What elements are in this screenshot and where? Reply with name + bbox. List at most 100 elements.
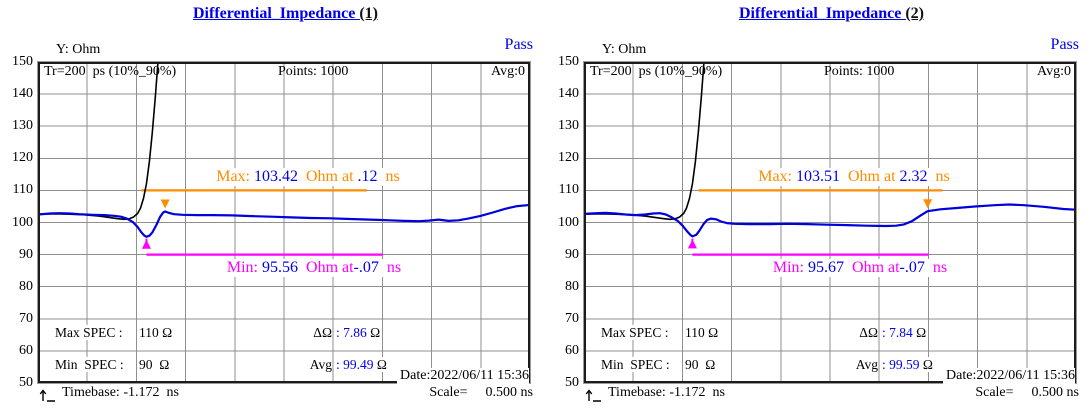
delta-ohm-unit: Ω [912,325,927,340]
delta-ohm-unit: Ω [366,325,381,340]
y-tick-label: 120 [12,150,33,166]
timebase-readout: Timebase: -1.172 ns [608,385,725,400]
panel-title: Differential_Impedance (2) [584,5,1079,23]
delta-ohm-label: ΔΩ [859,325,878,340]
avg-ohm-number: : 99.49 [336,357,374,372]
y-tick-label: 150 [12,54,33,69]
timebase-bar: Timebase: -1.172 ns Scale= 0.500 ns [38,385,533,403]
date-stamp: Date:2022/06/11 15:36 [397,368,529,384]
averaging-readout: Avg:0 [491,64,525,79]
impedance-panel-2: Differential_Impedance (2) Y: Ohm Pass 1… [546,0,1091,414]
y-axis-label: Y: Ohm [56,42,101,57]
y-tick-label: 70 [565,310,579,326]
min-spec-value: 90 Ω [684,357,717,372]
max-spec-label: Max SPEC : [600,325,670,340]
scale-readout: Scale= 0.500 ns [429,385,533,401]
y-tick-label: 110 [12,182,33,198]
points-readout: Points: 1000 [278,64,349,79]
date-stamp: Date:2022/06/11 15:36 [943,368,1075,384]
risetime-readout: Tr=200 ps (10%_90%) [44,64,177,79]
waveform-canvas [584,62,1076,383]
y-tick-label: 90 [19,246,33,262]
max-annotation-time: 2.32 [899,168,928,185]
y-tick-label: 130 [558,118,579,134]
scale-value: 0.500 ns [1031,385,1079,400]
y-tick-label: 110 [558,182,579,198]
min-annotation-time: -.07 [899,259,925,276]
y-tick-label: 50 [565,375,579,390]
panel-title-text: Differential_Impedance [193,5,360,22]
y-tick-label: 100 [12,214,33,230]
scale-value: 0.500 ns [485,385,533,400]
y-tick-label: 80 [19,278,33,294]
delta-ohm-number: : 7.86 [336,325,367,340]
min-annotation-unit: ns [924,259,948,276]
avg-ohm-value: : 99.59 Ω [881,357,934,372]
plot-area: Tr=200 ps (10%_90%) Points: 1000 Avg:0 M… [38,62,530,384]
points-readout: Points: 1000 [824,64,895,79]
pass-status-badge: Pass [1050,36,1079,53]
y-axis-label: Y: Ohm [602,42,647,57]
pass-status-badge: Pass [504,36,533,53]
timebase-readout: Timebase: -1.172 ns [62,385,179,400]
min-annotation-unit: ns [378,259,402,276]
max-annotation-mid: Ohm at [840,168,900,185]
delta-ohm-number: : 7.84 [882,325,913,340]
panel-title-number: (1) [359,5,378,22]
avg-ohm-label: Avg [855,357,878,372]
max-annotation-value: 103.51 [796,168,840,185]
scale-label: Scale= [429,385,468,400]
max-annotation-unit: ns [927,168,950,185]
y-tick-label: 130 [12,118,33,134]
avg-ohm-label: Avg [309,357,332,372]
y-tick-label: 50 [19,375,33,390]
scale-readout: Scale= 0.500 ns [975,385,1079,401]
plot-area: Tr=200 ps (10%_90%) Points: 1000 Avg:0 M… [584,62,1076,384]
impedance-panel-1: Differential_Impedance (1) Y: Ohm Pass 1… [0,0,545,414]
y-tick-label: 60 [19,342,33,358]
max-annotation-unit: ns [377,168,400,185]
max-spec-value: 110 Ω [684,325,720,340]
delta-ohm-value: : 7.84 Ω [881,325,928,340]
min-annotation-mid: Ohm at [298,259,354,276]
max-annotation: Max: 103.51 Ohm at 2.32 ns [756,168,952,186]
y-tick-label: 140 [558,86,579,102]
min-spec-label: Min SPEC : [54,357,125,372]
min-spec-value: 90 Ω [138,357,171,372]
max-annotation-time: .12 [357,168,378,185]
timebase-bar: Timebase: -1.172 ns Scale= 0.500 ns [584,385,1079,403]
min-spec-label: Min SPEC : [600,357,671,372]
axis-reference-icon [584,387,604,407]
y-tick-label: 70 [19,310,33,326]
y-tick-label: 90 [565,246,579,262]
min-annotation: Min: 95.56 Ohm at-.07 ns [224,259,404,277]
min-annotation-label: Min: [772,259,809,276]
min-annotation-label: Min: [226,259,263,276]
min-annotation-value: 95.67 [808,259,845,276]
max-annotation: Max: 103.42 Ohm at .12 ns [214,168,402,186]
averaging-readout: Avg:0 [1037,64,1071,79]
panel-title: Differential_Impedance (1) [38,5,533,23]
max-annotation-mid: Ohm at [298,168,358,185]
y-tick-label: 80 [565,278,579,294]
avg-ohm-number: : 99.59 [882,357,920,372]
max-annotation-label: Max: [758,168,796,185]
risetime-readout: Tr=200 ps (10%_90%) [590,64,723,79]
waveform-canvas [38,62,530,383]
delta-ohm-value: : 7.86 Ω [335,325,382,340]
y-tick-label: 120 [558,150,579,166]
y-tick-label: 140 [12,86,33,102]
max-annotation-label: Max: [216,168,254,185]
y-tick-label: 150 [558,54,579,69]
max-spec-value: 110 Ω [138,325,174,340]
max-annotation-value: 103.42 [254,168,298,185]
min-annotation: Min: 95.67 Ohm at-.07 ns [770,259,950,277]
delta-ohm-label: ΔΩ [313,325,332,340]
panel-title-text: Differential_Impedance [739,5,906,22]
scale-label: Scale= [975,385,1014,400]
min-annotation-mid: Ohm at [844,259,900,276]
panel-title-number: (2) [905,5,924,22]
avg-ohm-unit: Ω [919,357,933,372]
